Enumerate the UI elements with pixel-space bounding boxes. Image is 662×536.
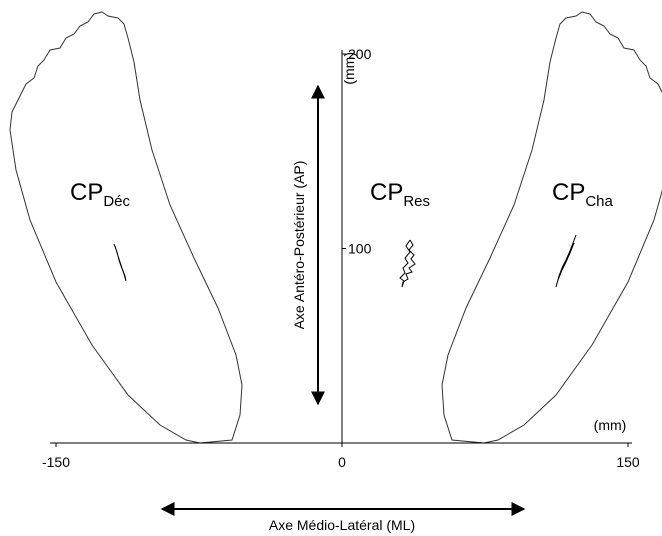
- y-tick-label: 200: [348, 46, 372, 62]
- x-tick-label: -150: [42, 454, 70, 470]
- cp-sub: Cha: [585, 193, 613, 210]
- right-foot: [441, 11, 662, 444]
- x-tick-label: 0: [338, 454, 346, 470]
- cp-sub: Déc: [103, 193, 130, 210]
- cp-label: CPDéc: [70, 179, 131, 210]
- x-tick-label: 150: [616, 454, 640, 470]
- cp-main: CP: [552, 179, 585, 206]
- y-axis-label: Axe Antéro-Postérieur (AP): [291, 161, 307, 330]
- cp-main: CP: [370, 179, 403, 206]
- y-unit: (mm): [341, 52, 357, 85]
- x-axis-label: Axe Médio-Latéral (ML): [269, 517, 415, 533]
- left-foot: [9, 11, 243, 444]
- y-tick-label: 100: [348, 241, 372, 257]
- cop-trace-resultant: [399, 239, 416, 288]
- cp-sub: Res: [403, 193, 430, 210]
- cop-trace-right: [555, 234, 577, 288]
- x-unit: (mm): [594, 417, 627, 433]
- cp-main: CP: [70, 179, 103, 206]
- cp-label: CPRes: [370, 179, 430, 210]
- cp-label: CPCha: [552, 179, 614, 210]
- cop-trace-left: [113, 243, 127, 282]
